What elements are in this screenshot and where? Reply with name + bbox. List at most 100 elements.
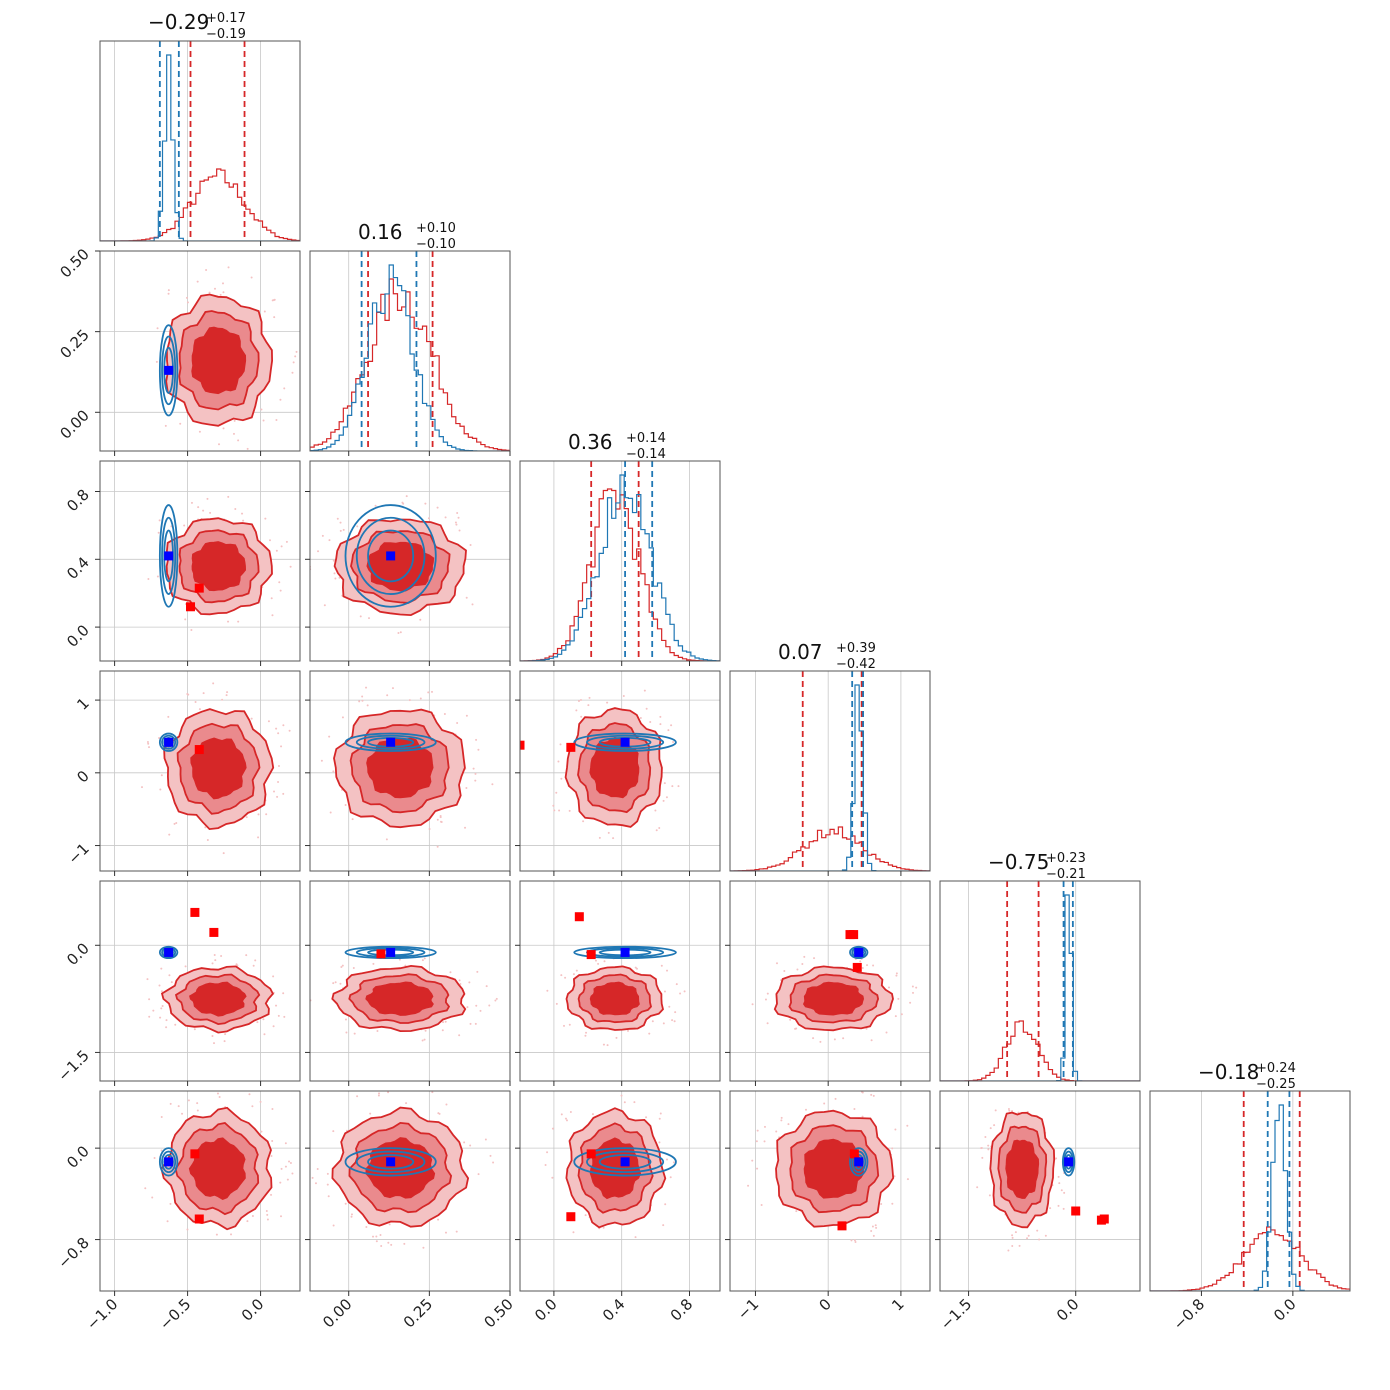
scatter-point xyxy=(405,1102,408,1105)
scatter-point xyxy=(861,1115,864,1118)
scatter-point xyxy=(1011,1236,1014,1239)
scatter-point xyxy=(283,387,286,390)
x-tick-label-1-2: 0.50 xyxy=(480,1295,516,1331)
scatter-point xyxy=(160,990,163,993)
scatter-point xyxy=(823,1102,826,1105)
contour-blue-2 xyxy=(344,945,437,960)
scatter-point xyxy=(341,964,344,967)
scatter-point xyxy=(441,1029,444,1032)
scatter-point xyxy=(185,296,188,299)
scatter-point xyxy=(557,760,560,763)
scatter-point xyxy=(993,1124,996,1127)
scatter-point xyxy=(295,350,298,353)
scatter-point xyxy=(555,1002,558,1005)
panel-4-3 xyxy=(725,880,931,1086)
scatter-point xyxy=(345,1031,348,1034)
scatter-point xyxy=(766,992,769,995)
scatter-point xyxy=(151,1196,154,1199)
panel-title-plus-2: +0.14 xyxy=(626,431,666,446)
scatter-point xyxy=(213,953,216,956)
scatter-point xyxy=(275,1004,278,1007)
panel-5-0: −1.0 −0.5 0.0 −0.8 0.0 xyxy=(54,1090,301,1334)
scatter-point xyxy=(233,419,236,422)
scatter-point xyxy=(168,974,171,977)
contour-red-inner xyxy=(802,981,865,1016)
scatter-point xyxy=(463,1141,466,1144)
scatter-point xyxy=(1044,1234,1047,1237)
scatter-point xyxy=(612,837,615,840)
scatter-point xyxy=(755,1140,758,1143)
scatter-point xyxy=(474,772,477,775)
scatter-point xyxy=(456,511,459,514)
scatter-point xyxy=(268,539,271,542)
panel-frame-3-3 xyxy=(729,670,931,872)
scatter-point xyxy=(275,419,278,422)
scatter-point xyxy=(329,811,332,814)
scatter-point xyxy=(437,1112,440,1115)
scatter-point xyxy=(585,1031,588,1034)
scatter-point xyxy=(157,531,160,534)
scatter-point xyxy=(167,289,170,292)
panel-frame-5-1 xyxy=(309,1090,511,1292)
scatter-point xyxy=(169,1102,172,1105)
scatter-point xyxy=(891,1202,894,1205)
contour-blue-0 xyxy=(367,1154,415,1170)
scatter-point xyxy=(205,269,208,272)
scatter-point xyxy=(909,1001,912,1004)
scatter-point xyxy=(246,447,249,450)
scatter-point xyxy=(842,1037,845,1040)
scatter-point xyxy=(352,967,355,970)
scatter-point xyxy=(279,589,282,592)
y-tick-label-2-1: 0.4 xyxy=(63,553,93,583)
panel-5-1: 0.00 0.25 0.50 xyxy=(305,1090,517,1331)
panel-title-plus-4: +0.23 xyxy=(1046,851,1086,866)
marker-red xyxy=(849,1149,859,1159)
scatter-point xyxy=(341,716,344,719)
scatter-point xyxy=(390,1243,393,1246)
contour-blue-2 xyxy=(573,732,677,752)
scatter-point xyxy=(270,1193,273,1196)
scatter-point xyxy=(674,1011,677,1014)
scatter-point xyxy=(427,517,430,520)
scatter-point xyxy=(427,691,430,694)
scatter-point xyxy=(489,1154,492,1157)
scatter-point xyxy=(422,1246,425,1249)
scatter-point xyxy=(272,1025,275,1028)
scatter-point xyxy=(235,963,238,966)
scatter-point xyxy=(368,617,371,620)
scatter-point xyxy=(186,301,189,304)
scatter-point xyxy=(475,1004,478,1007)
scatter-point xyxy=(479,1009,482,1012)
scatter-point xyxy=(660,964,663,967)
marker-red xyxy=(194,1214,204,1224)
marker-blue xyxy=(620,1157,630,1167)
scatter-point xyxy=(594,959,597,962)
scatter-point xyxy=(263,1033,266,1036)
scatter-point xyxy=(803,955,806,958)
panel-frame-3-2 xyxy=(519,670,721,872)
x-tick-label-2-2: 0.8 xyxy=(667,1295,697,1325)
x-tick-label-1-1: 0.25 xyxy=(400,1295,436,1331)
scatter-point xyxy=(666,1158,669,1161)
scatter-point xyxy=(288,729,291,732)
scatter-point xyxy=(275,549,278,552)
scatter-point xyxy=(280,545,283,548)
x-tick-label-2-0: 0.0 xyxy=(531,1295,561,1325)
scatter-point xyxy=(376,1030,379,1033)
scatter-point xyxy=(146,978,149,981)
scatter-point xyxy=(870,1230,873,1233)
scatter-point xyxy=(984,1136,987,1139)
scatter-point xyxy=(146,740,149,743)
panel-title-minus-1: −0.10 xyxy=(416,237,456,252)
scatter-point xyxy=(387,1241,390,1244)
scatter-point xyxy=(282,724,285,727)
scatter-point xyxy=(197,506,200,509)
scatter-point xyxy=(645,707,648,710)
scatter-point xyxy=(1007,1107,1010,1110)
scatter-point xyxy=(342,528,345,531)
scatter-point xyxy=(763,1125,766,1128)
scatter-point xyxy=(906,1124,909,1127)
scatter-point xyxy=(220,954,223,957)
x-tick-label-4-0: −1.5 xyxy=(937,1295,975,1333)
scatter-point xyxy=(658,1141,661,1144)
